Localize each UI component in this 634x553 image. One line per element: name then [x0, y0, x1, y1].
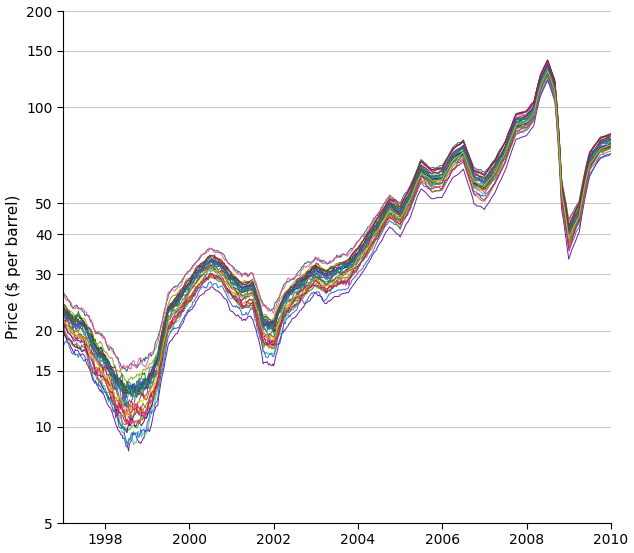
Y-axis label: Price ($ per barrel): Price ($ per barrel) [6, 195, 20, 339]
